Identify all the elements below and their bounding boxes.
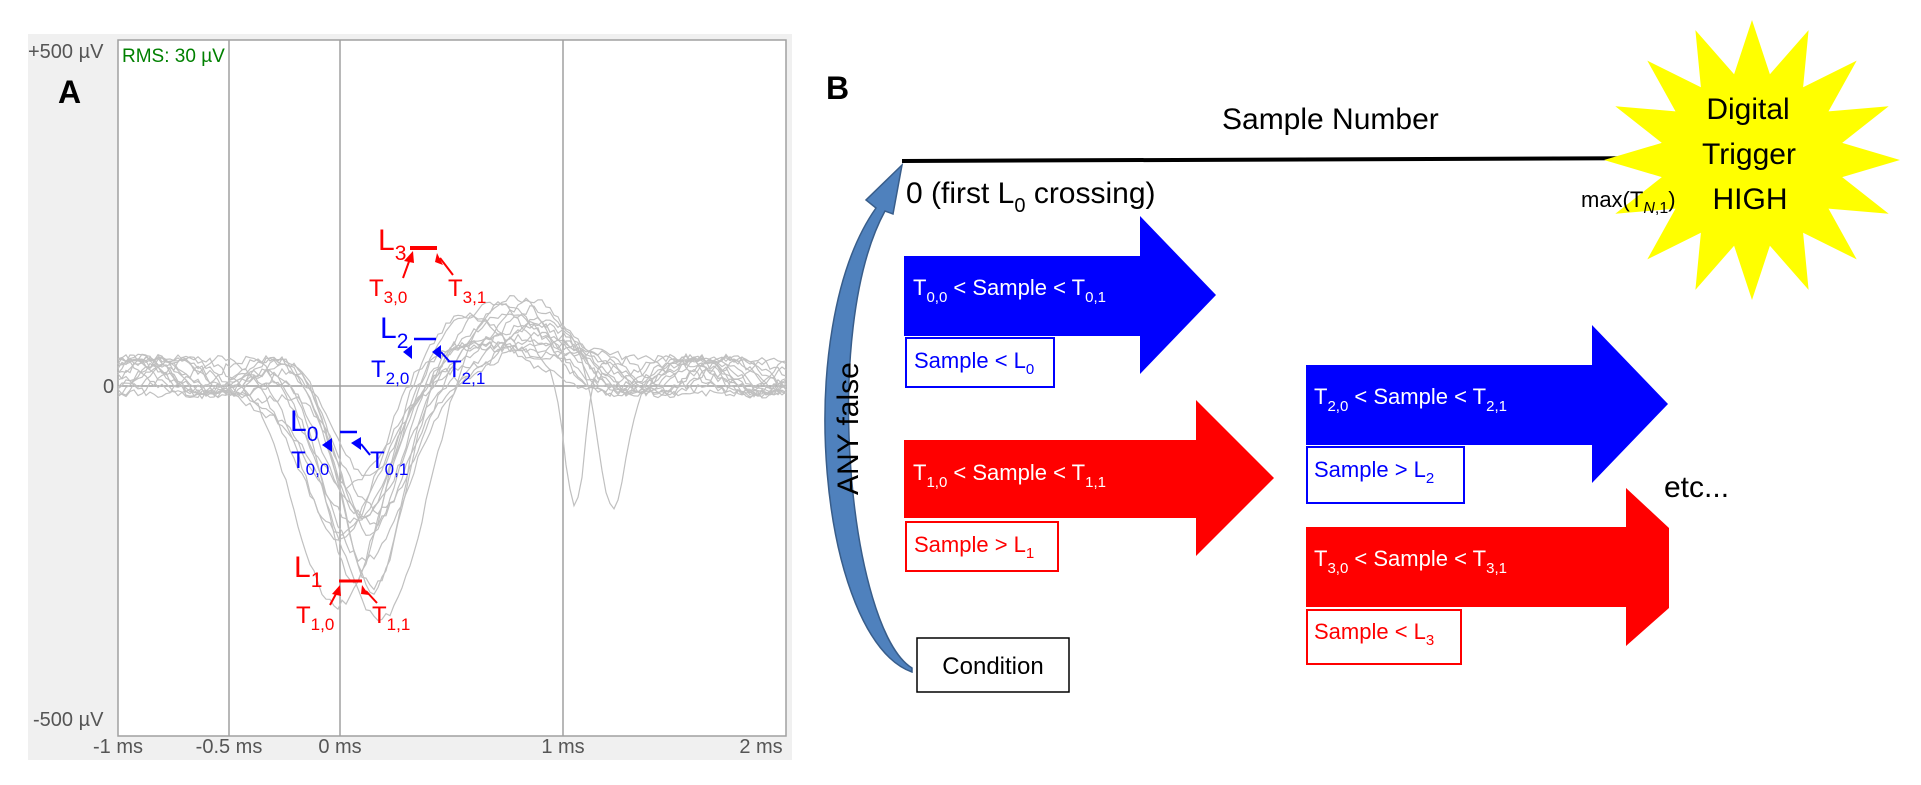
marker-l3-t1-arrow xyxy=(439,257,454,276)
x-label-neg1ms: -1 ms xyxy=(93,736,143,758)
waveform-trace xyxy=(117,337,787,515)
criterion-box-0 xyxy=(905,337,1055,388)
origin-label: 0 (first L0 crossing) xyxy=(906,177,1156,217)
criterion-box-1 xyxy=(905,521,1059,572)
y-label-max: +500 µV xyxy=(28,41,104,63)
marker-l0: L0 T0,0 T0,1 xyxy=(290,405,408,479)
waveform-trace xyxy=(117,301,787,536)
marker-l1-t0-label: T1,0 xyxy=(296,602,334,634)
waveform-trace xyxy=(117,294,787,490)
criterion-box-0-label: Sample < L0 xyxy=(914,348,1034,378)
star-line-2: Trigger xyxy=(1702,138,1796,171)
criterion-arrow-0: T0,0 < Sample < T0,1 Sample < L0 xyxy=(904,216,1216,388)
marker-l2-t1-label: T2,1 xyxy=(447,356,485,388)
waveform-trace xyxy=(117,303,787,622)
marker-l1: L1 T1,0 T1,1 xyxy=(294,551,410,634)
marker-l3-t1-label: T3,1 xyxy=(448,275,486,307)
marker-l0-t1-arrow xyxy=(360,443,371,456)
marker-l3-label: L3 xyxy=(378,224,406,265)
criterion-arrow-3-window: T3,0 < Sample < T3,1 xyxy=(1314,546,1507,577)
marker-l2-label: L2 xyxy=(380,312,408,353)
criterion-arrow-3: T3,0 < Sample < T3,1 Sample < L3 xyxy=(1306,488,1669,665)
criterion-arrow-3-shape xyxy=(1306,488,1668,646)
criterion-box-3-label: Sample < L3 xyxy=(1314,619,1434,649)
waveform-trace xyxy=(117,312,787,524)
any-false-label: ANY false xyxy=(832,362,865,495)
waveform-trace xyxy=(117,333,787,541)
criterion-box-3 xyxy=(1306,609,1462,665)
waveform-trace xyxy=(117,331,787,518)
criterion-box-1-label: Sample > L1 xyxy=(914,532,1034,562)
criterion-arrow-1-window: T1,0 < Sample < T1,1 xyxy=(913,460,1106,491)
x-label-0ms: 0 ms xyxy=(318,736,361,758)
waveform-trace xyxy=(117,314,787,584)
marker-l3: L3 T3,0 T3,1 xyxy=(369,224,486,307)
criterion-arrow-0-shape xyxy=(904,216,1216,374)
marker-l2: L2 T2,0 T2,1 xyxy=(371,312,485,388)
criterion-arrow-2: T2,0 < Sample < T2,1 Sample > L2 xyxy=(1306,325,1668,504)
marker-l2-t1-arrowhead xyxy=(432,345,441,359)
panel-a: +500 µV 0 -500 µV -1 ms -0.5 ms 0 ms 1 m… xyxy=(28,34,792,760)
criterion-arrow-2-shape xyxy=(1306,325,1668,483)
marker-l0-t0-arrowhead xyxy=(322,438,332,452)
marker-l3-t0-arrowhead xyxy=(404,251,414,263)
y-label-zero: 0 xyxy=(103,376,114,398)
loop-back-arrow xyxy=(824,162,913,674)
panel-a-label: A xyxy=(58,74,81,110)
condition-label: Condition xyxy=(942,653,1043,680)
marker-l0-label: L0 xyxy=(290,405,318,446)
marker-l3-t1-arrowhead xyxy=(435,253,443,265)
waveform-trace xyxy=(117,316,787,537)
marker-l2-t1-arrow xyxy=(440,351,450,362)
x-label-neg0.5ms: -0.5 ms xyxy=(196,736,263,758)
criterion-box-2 xyxy=(1306,446,1465,504)
star-line-3: HIGH xyxy=(1713,183,1788,216)
x-label-2ms: 2 ms xyxy=(739,736,782,758)
criterion-box-2-label: Sample > L2 xyxy=(1314,457,1434,487)
criterion-arrow-2-window: T2,0 < Sample < T2,1 xyxy=(1314,384,1507,415)
rms-readout: RMS: 30 µV xyxy=(122,46,225,67)
criterion-arrow-0-window: T0,0 < Sample < T0,1 xyxy=(913,275,1106,306)
etc-label: etc... xyxy=(1664,471,1729,504)
sample-axis-line xyxy=(901,156,1676,163)
marker-l2-t0-arrowhead xyxy=(403,345,412,359)
condition-box xyxy=(916,637,1070,693)
marker-l1-t1-label: T1,1 xyxy=(372,602,410,634)
sample-number-title: Sample Number xyxy=(1222,103,1439,136)
panel-b-label: B xyxy=(826,70,849,106)
marker-l0-t1-label: T0,1 xyxy=(370,447,408,479)
y-label-min: -500 µV xyxy=(33,709,104,731)
marker-l3-t0-label: T3,0 xyxy=(369,275,407,307)
star-line-1: Digital xyxy=(1706,93,1789,126)
marker-l1-t0-arrowhead xyxy=(332,585,341,596)
max-threshold-label: max(TN,1) xyxy=(1581,187,1676,217)
marker-l0-t0-label: T0,0 xyxy=(291,447,329,479)
panel-b: B Sample Number 0 (first L0 crossing) Di… xyxy=(824,20,1900,693)
marker-l1-t1-arrowhead xyxy=(361,585,369,595)
criterion-arrow-1: T1,0 < Sample < T1,1 Sample > L1 xyxy=(904,400,1274,572)
trigger-star xyxy=(1604,20,1900,300)
marker-l0-t1-arrowhead xyxy=(351,437,361,450)
criterion-arrow-1-shape xyxy=(904,400,1274,556)
marker-l1-label: L1 xyxy=(294,551,322,592)
x-label-1ms: 1 ms xyxy=(541,736,584,758)
marker-l2-t0-label: T2,0 xyxy=(371,356,409,388)
waveform-traces xyxy=(117,294,787,622)
waveform-trace xyxy=(117,339,787,591)
marker-l1-t1-arrow xyxy=(365,590,378,604)
